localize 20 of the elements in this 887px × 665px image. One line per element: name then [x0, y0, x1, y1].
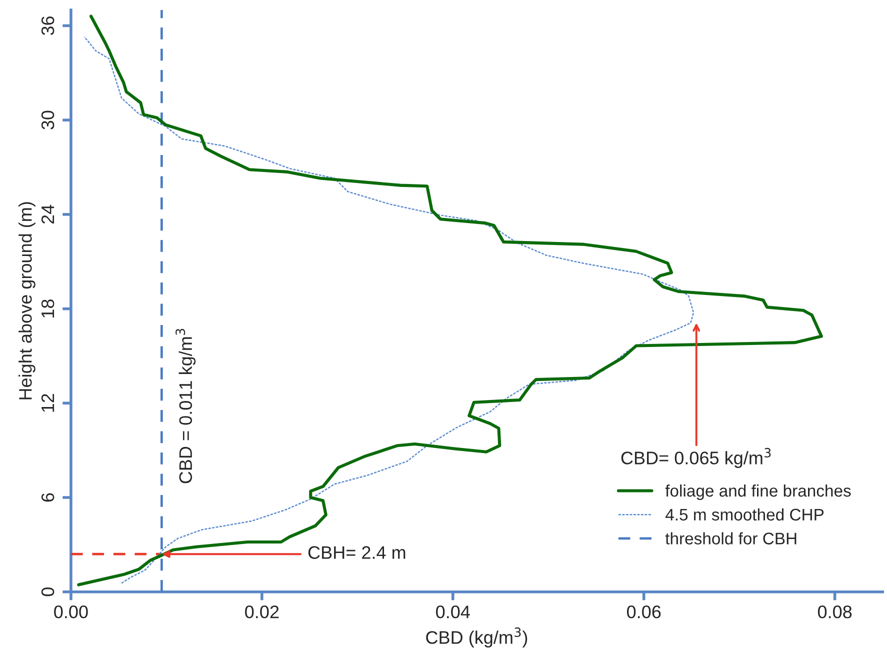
y-tick-label: 24 — [41, 204, 54, 224]
x-tick-label: 0.06 — [626, 606, 661, 618]
legend-label: 4.5 m smoothed CHP — [665, 508, 824, 521]
annotation: CBD = 0.011 kg/m$^{3}$ — [176, 328, 196, 484]
x-tick-label: 0.08 — [818, 606, 852, 618]
annotation: CBH= 2.4 m — [308, 546, 406, 559]
legend-label: threshold for CBH — [665, 532, 796, 544]
x-tick-label: 0.00 — [54, 606, 88, 618]
x-axis-title: CBD (kg/m$^{3}$) — [426, 627, 528, 648]
legend-label: foliage and fine branches — [665, 484, 851, 500]
y-tick-label: 6 — [41, 493, 54, 502]
y-tick-label: 18 — [41, 300, 54, 318]
annotation: CBD= 0.065 kg/m$^{3}$ — [621, 448, 771, 468]
y-axis-title: Height above ground (m) — [18, 202, 36, 400]
y-tick-label: 12 — [41, 394, 54, 412]
x-tick-label: 0.02 — [245, 606, 279, 618]
y-tick-label: 36 — [41, 16, 54, 36]
x-tick-label: 0.04 — [436, 606, 470, 618]
y-tick-label: 0 — [41, 588, 54, 596]
y-tick-label: 30 — [41, 110, 54, 130]
